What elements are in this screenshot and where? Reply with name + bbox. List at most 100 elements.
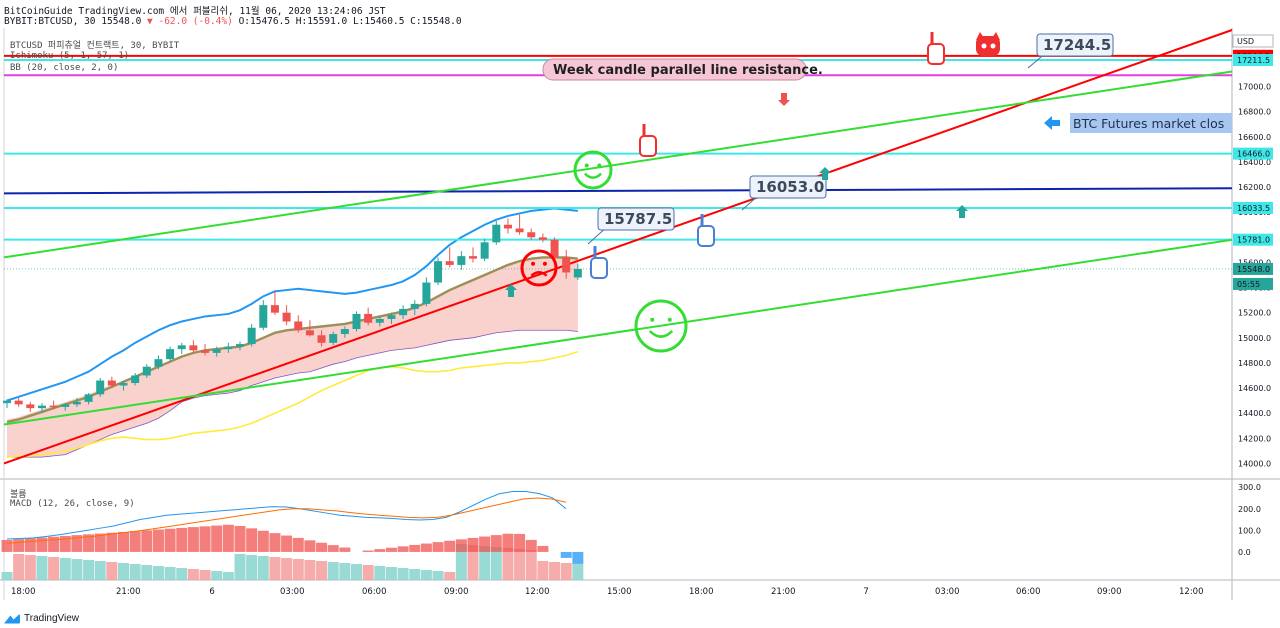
- macd-histogram-bar: [455, 539, 467, 552]
- candle-body: [562, 257, 571, 273]
- time-tick: 03:00: [935, 587, 960, 597]
- price-tick: 17000.0: [1238, 83, 1271, 92]
- candle-body: [469, 256, 477, 259]
- macd-tick: 100.0: [1238, 526, 1261, 535]
- macd-histogram-bar: [59, 535, 71, 552]
- macd-histogram-bar: [339, 547, 351, 552]
- volume-bar: [374, 566, 386, 580]
- candle-body: [480, 242, 489, 259]
- time-tick: 09:00: [1097, 587, 1122, 597]
- macd-histogram-bar: [479, 536, 491, 552]
- candle-body: [364, 313, 373, 323]
- arrow-left-icon: [1044, 116, 1060, 130]
- macd-histogram-bar: [304, 540, 316, 552]
- arrow-up-icon: [505, 284, 517, 297]
- volume-bar: [304, 560, 316, 580]
- candle-body: [224, 346, 233, 350]
- smiley-wink-icon-eye: [667, 317, 672, 322]
- volume-bar: [362, 565, 374, 580]
- time-tick: 12:00: [525, 587, 550, 597]
- devil-cat-ear: [976, 32, 984, 40]
- price-badge-label: 15548.0: [1237, 265, 1270, 274]
- hand-pointer-icon: [697, 225, 715, 247]
- volume-bar: [152, 566, 164, 580]
- macd-histogram-bar: [71, 535, 83, 552]
- tradingview-logo[interactable]: TradingView: [4, 613, 79, 624]
- smiley-wink-icon-mouth: [648, 330, 674, 338]
- last-price: 15548.0: [101, 16, 142, 27]
- macd-histogram-bar: [129, 531, 141, 552]
- macd-histogram-bar: [420, 543, 432, 552]
- callout-16053-text: 16053.0: [756, 178, 824, 196]
- macd-histogram-bar: [176, 527, 188, 552]
- volume-bar: [525, 550, 537, 580]
- candle-body: [515, 228, 524, 233]
- price-tick: 15600.0: [1238, 258, 1271, 267]
- macd-histogram-bar: [525, 539, 537, 552]
- candle-body: [422, 282, 431, 304]
- candle-body: [119, 383, 128, 386]
- volume-bar: [560, 563, 572, 580]
- macd-histogram-bar: [409, 544, 421, 552]
- price-tick: 14600.0: [1238, 384, 1271, 393]
- arrow-up-icon: [956, 205, 968, 218]
- candle-body: [259, 305, 268, 328]
- candle-body: [201, 350, 210, 353]
- time-tick: 06:00: [1016, 587, 1041, 597]
- price-badge-label: 17211.5: [1237, 56, 1270, 65]
- note-text: Week candle parallel line resistance.: [553, 63, 823, 78]
- legend-volume[interactable]: 볼륨: [10, 490, 27, 500]
- macd-histogram-bar: [572, 551, 584, 564]
- macd-histogram-bar: [362, 550, 374, 552]
- legend-ichimoku[interactable]: Ichimoku (5, 1, 57, 1): [10, 51, 130, 61]
- volume-bar: [316, 561, 328, 580]
- candle-body: [142, 366, 151, 376]
- volume-bar: [59, 558, 71, 580]
- volume-bar: [106, 562, 118, 580]
- volume-bar: [409, 569, 421, 580]
- macd-histogram-bar: [106, 532, 118, 552]
- candle-body: [154, 359, 163, 367]
- volume-bar: [129, 564, 141, 580]
- macd-histogram-bar: [292, 537, 304, 552]
- candle-body: [270, 305, 279, 313]
- volume-bar: [187, 569, 199, 580]
- macd-tick: 300.0: [1238, 483, 1261, 492]
- macd-histogram-bar: [211, 525, 223, 552]
- volume-bar: [549, 562, 561, 580]
- candle-body: [131, 375, 140, 384]
- candle-body: [72, 401, 81, 405]
- callout-17244-text: 17244.5: [1043, 36, 1111, 54]
- volume-bar: [455, 544, 467, 580]
- macd-histogram-bar: [327, 545, 339, 552]
- candle-body: [445, 261, 454, 265]
- legend-macd[interactable]: MACD (12, 26, close, 9): [10, 499, 135, 509]
- candle-body: [61, 404, 70, 407]
- time-tick: 15:00: [607, 587, 632, 597]
- smiley-sad-icon-eye: [542, 261, 547, 266]
- ohlc-values: O:15476.5 H:15591.0 L:15460.5 C:15548.0: [238, 16, 462, 27]
- legend-bb[interactable]: BB (20, close, 2, 0): [10, 63, 119, 73]
- macd-histogram-bar: [118, 531, 129, 552]
- candle-body: [457, 256, 466, 265]
- symbol-quote-row: BYBIT:BTCUSD, 30 15548.0 ▼ -62.0 (-0.4%)…: [4, 16, 462, 27]
- price-tick: 14000.0: [1238, 459, 1271, 468]
- smiley-happy-icon-mouth: [584, 172, 602, 179]
- candle-body: [37, 405, 46, 409]
- candle-body: [84, 394, 93, 402]
- volume-bar: [269, 557, 281, 580]
- smiley-sad-icon-eye: [531, 261, 536, 266]
- price-badge: [1233, 147, 1273, 160]
- hand-down-icon: [639, 135, 657, 157]
- macd-histogram-bar: [94, 533, 106, 552]
- macd-tick: 0.0: [1238, 548, 1251, 557]
- candle-body: [538, 237, 547, 240]
- time-tick: 18:00: [11, 587, 36, 597]
- devil-cat-ear: [992, 32, 1000, 40]
- callout-15787-box: [597, 207, 675, 231]
- candle-body: [352, 313, 361, 330]
- price-tick: 16200.0: [1238, 183, 1271, 192]
- smiley-wink-icon-eye: [650, 317, 655, 322]
- smiley-sad-icon-mouth: [530, 271, 548, 277]
- bb-upper-band: [6, 207, 578, 402]
